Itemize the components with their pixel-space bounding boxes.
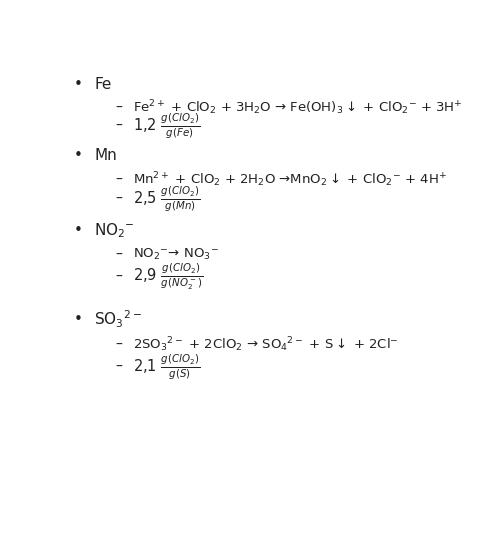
Text: –: – <box>115 270 122 283</box>
Text: 2,1 $\mathit{\frac{g(ClO_2)}{g(S)}}$: 2,1 $\mathit{\frac{g(ClO_2)}{g(S)}}$ <box>132 352 200 382</box>
Text: •: • <box>74 223 83 238</box>
Text: NO$_2$$^{-}$→ NO$_3$$^{-}$: NO$_2$$^{-}$→ NO$_3$$^{-}$ <box>132 247 218 262</box>
Text: –: – <box>115 173 122 187</box>
Text: Fe$^{2+}$ + ClO$_2$ + 3H$_2$O → Fe(OH)$_3$$\downarrow$ + ClO$_2$$^{-}$ + 3H$^{+}: Fe$^{2+}$ + ClO$_2$ + 3H$_2$O → Fe(OH)$_… <box>132 98 462 117</box>
Text: •: • <box>74 312 83 326</box>
Text: 2,9 $\mathit{\frac{g(ClO_2)}{g(NO_2^-)}}$: 2,9 $\mathit{\frac{g(ClO_2)}{g(NO_2^-)}}… <box>132 261 203 292</box>
Text: NO$_2$$^{-}$: NO$_2$$^{-}$ <box>94 221 135 239</box>
Text: Fe: Fe <box>94 76 111 92</box>
Text: Mn: Mn <box>94 148 117 163</box>
Text: SO$_3$$^{2-}$: SO$_3$$^{2-}$ <box>94 309 142 330</box>
Text: Mn$^{2+}$ + ClO$_2$ + 2H$_2$O →MnO$_2$$\downarrow$ + ClO$_2$$^{-}$ + 4H$^{+}$: Mn$^{2+}$ + ClO$_2$ + 2H$_2$O →MnO$_2$$\… <box>132 171 446 189</box>
Text: 2,5 $\mathit{\frac{g(ClO_2)}{g(Mn)}}$: 2,5 $\mathit{\frac{g(ClO_2)}{g(Mn)}}$ <box>132 184 200 214</box>
Text: 1,2 $\mathit{\frac{g(ClO_2)}{g(Fe)}}$: 1,2 $\mathit{\frac{g(ClO_2)}{g(Fe)}}$ <box>132 112 200 141</box>
Text: –: – <box>115 248 122 262</box>
Text: 2SO$_3$$^{2-}$ + 2ClO$_2$ → SO$_4$$^{2-}$ + S$\downarrow$ + 2Cl$^{-}$: 2SO$_3$$^{2-}$ + 2ClO$_2$ → SO$_4$$^{2-}… <box>132 335 398 354</box>
Text: •: • <box>74 76 83 92</box>
Text: –: – <box>115 360 122 374</box>
Text: –: – <box>115 101 122 115</box>
Text: •: • <box>74 148 83 163</box>
Text: –: – <box>115 192 122 206</box>
Text: –: – <box>115 119 122 133</box>
Text: –: – <box>115 338 122 352</box>
